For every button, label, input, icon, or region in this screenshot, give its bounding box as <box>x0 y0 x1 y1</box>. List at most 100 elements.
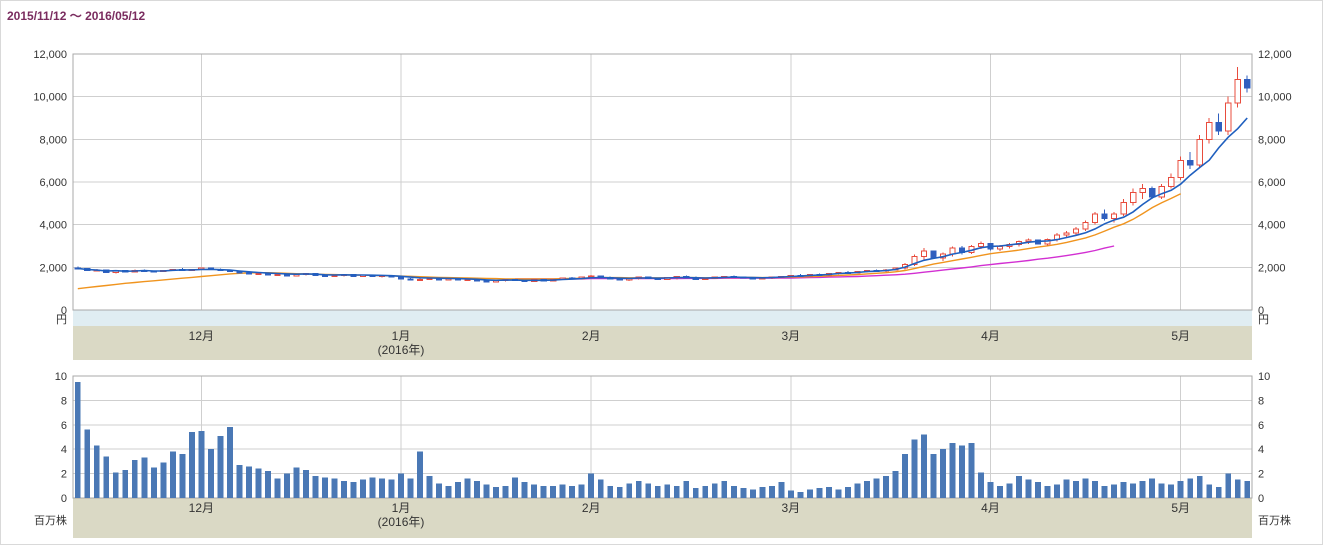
volume-bar <box>427 476 433 498</box>
svg-text:10: 10 <box>1258 371 1270 383</box>
volume-bar <box>988 482 994 498</box>
volume-bar <box>313 476 319 498</box>
volume-bar <box>1083 478 1089 498</box>
volume-bar <box>626 483 632 498</box>
volume-bar <box>370 477 376 498</box>
candle <box>1064 233 1069 235</box>
candle <box>978 243 983 246</box>
candle <box>1245 80 1250 89</box>
volume-bar <box>208 449 214 498</box>
volume-bar <box>1197 476 1203 498</box>
volume-bar <box>332 478 338 498</box>
volume-bar <box>959 446 965 498</box>
candle <box>1073 229 1078 233</box>
candle <box>931 251 936 258</box>
volume-bar <box>1178 481 1184 498</box>
volume-bar <box>484 485 490 498</box>
volume-bar <box>769 486 775 498</box>
volume-bar <box>683 481 689 498</box>
candle <box>1112 214 1117 219</box>
volume-bar <box>1216 487 1222 498</box>
volume-bar <box>854 483 860 498</box>
volume-bar <box>1130 483 1136 498</box>
svg-text:10,000: 10,000 <box>1258 92 1292 104</box>
volume-bar <box>1121 482 1127 498</box>
candle <box>246 273 251 274</box>
date-range: 2015/11/12 ～ 2016/05/12 <box>5 5 1318 30</box>
candle <box>921 251 926 257</box>
volume-bar <box>617 487 623 498</box>
volume-bar <box>389 480 395 498</box>
volume-bar <box>75 382 81 498</box>
volume-bar <box>674 486 680 498</box>
volume-bar <box>750 489 756 498</box>
volume-bar <box>778 482 784 498</box>
svg-text:2,000: 2,000 <box>1258 262 1286 274</box>
svg-text:百万株: 百万株 <box>1258 513 1291 527</box>
volume-bar <box>940 449 946 498</box>
svg-text:4,000: 4,000 <box>1258 220 1286 232</box>
volume-bar <box>569 486 575 498</box>
candle <box>1121 202 1126 214</box>
candle <box>617 279 622 280</box>
volume-bar <box>522 482 528 498</box>
svg-text:12,000: 12,000 <box>33 49 67 61</box>
volume-bar <box>1092 481 1098 498</box>
volume-bar <box>341 481 347 498</box>
svg-text:0: 0 <box>61 493 67 505</box>
volume-bar <box>198 431 204 498</box>
svg-text:0: 0 <box>1258 493 1264 505</box>
svg-text:3月: 3月 <box>782 501 801 515</box>
volume-bar <box>721 481 727 498</box>
volume-bar <box>541 486 547 498</box>
candle <box>1235 80 1240 103</box>
volume-bar <box>246 466 252 498</box>
svg-text:6: 6 <box>61 420 67 432</box>
volume-bar <box>255 469 261 498</box>
volume-bar <box>588 474 594 498</box>
svg-text:2月: 2月 <box>582 501 601 515</box>
svg-text:6,000: 6,000 <box>1258 177 1286 189</box>
volume-bar <box>94 446 100 498</box>
svg-text:8,000: 8,000 <box>1258 134 1286 146</box>
svg-text:(2016年): (2016年) <box>378 515 425 529</box>
volume-bar <box>1206 485 1212 498</box>
volume-bar <box>969 443 975 498</box>
volume-bar <box>1244 481 1250 498</box>
volume-bar <box>531 485 537 498</box>
candle <box>484 281 489 282</box>
volume-bar <box>1054 485 1060 498</box>
volume-bar <box>122 470 128 498</box>
candle <box>1131 193 1136 203</box>
volume-bar <box>835 489 841 498</box>
svg-text:円: 円 <box>56 314 67 326</box>
candle <box>1140 188 1145 192</box>
volume-bar <box>731 486 737 498</box>
candle <box>1197 139 1202 165</box>
candle <box>1188 161 1193 165</box>
svg-text:4: 4 <box>1258 444 1264 456</box>
volume-bar <box>303 470 309 498</box>
volume-bar <box>912 439 918 498</box>
volume-bar <box>645 483 651 498</box>
volume-bar <box>740 488 746 498</box>
volume-bar <box>1026 480 1032 498</box>
volume-bar <box>322 477 328 498</box>
volume-bar <box>598 480 604 498</box>
svg-text:2: 2 <box>1258 469 1264 481</box>
volume-bar <box>702 486 708 498</box>
svg-text:円: 円 <box>1258 314 1269 326</box>
volume-bar <box>845 487 851 498</box>
volume-bar <box>512 477 518 498</box>
volume-bar <box>170 452 176 498</box>
volume-bar <box>664 485 670 498</box>
volume-chart: 0022446688101012月1月(2016年)2月3月4月5月百万株百万株 <box>5 360 1318 540</box>
candle <box>589 276 594 277</box>
volume-bar <box>978 472 984 498</box>
volume-bar <box>826 487 832 498</box>
volume-bar <box>816 488 822 498</box>
svg-text:10,000: 10,000 <box>33 92 67 104</box>
volume-bar <box>236 465 242 498</box>
svg-text:4月: 4月 <box>981 501 1000 515</box>
svg-text:8: 8 <box>1258 395 1264 407</box>
